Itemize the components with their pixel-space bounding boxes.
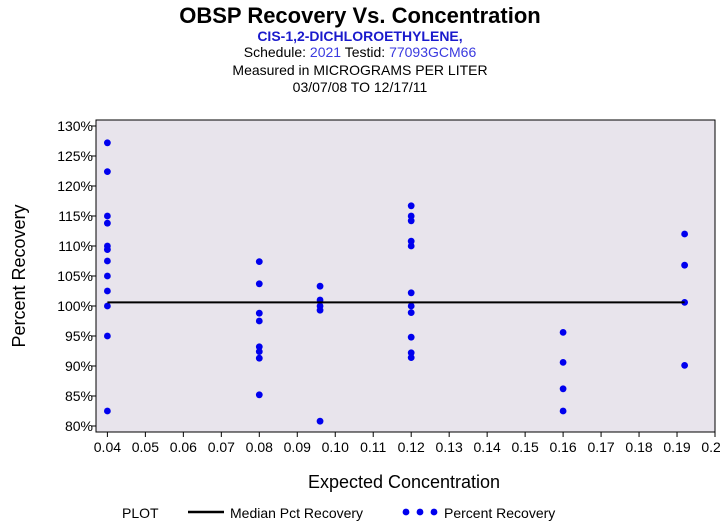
data-point	[316, 282, 324, 290]
data-point	[681, 362, 689, 369]
data-point	[255, 354, 263, 362]
data-point	[407, 354, 415, 361]
x-axis: 0.04 0.05 0.06 0.07 0.08 0.09 0.10 0.11 0.12 0.13…	[94, 432, 720, 455]
data-point	[407, 349, 415, 357]
data-point	[103, 257, 111, 265]
x-tick-label: 0.12	[398, 439, 425, 455]
x-tick-label: 0.04	[94, 439, 121, 455]
legend-median-label: Median Pct Recovery	[230, 505, 364, 521]
x-tick-label: 0.14	[474, 439, 501, 455]
y-tick-label: 85%	[65, 388, 93, 404]
chart-title: OBSP Recovery Vs. Concentration	[179, 3, 541, 28]
testid-label: Testid:	[344, 44, 386, 60]
x-tick-label: 0.07	[208, 439, 235, 455]
y-tick-label: 100%	[57, 298, 93, 314]
y-tick-label: 130%	[57, 118, 93, 134]
date-range: 03/07/08 TO 12/17/11	[292, 79, 428, 95]
legend-recovery-label: Percent Recovery	[444, 505, 556, 521]
measured-in: Measured in MICROGRAMS PER LITER	[232, 62, 488, 78]
data-point	[255, 348, 263, 355]
data-point	[407, 237, 415, 245]
legend-dot	[402, 508, 410, 516]
data-point	[255, 309, 263, 317]
data-point	[407, 289, 415, 297]
data-point	[559, 359, 567, 366]
data-point	[103, 272, 111, 280]
data-point	[559, 407, 567, 415]
y-tick-label: 110%	[58, 238, 93, 254]
data-points	[103, 139, 689, 425]
x-tick-label: 0.09	[284, 439, 311, 455]
schedule-label: Schedule:	[243, 44, 307, 60]
data-point	[103, 168, 111, 176]
data-point	[103, 287, 111, 295]
data-point	[681, 261, 689, 269]
x-tick-label: 0.15	[511, 439, 538, 455]
data-point	[407, 217, 415, 225]
x-tick-label: 0.17	[587, 439, 614, 455]
data-point	[103, 407, 111, 415]
x-tick-label: 0.13	[436, 439, 463, 455]
y-axis: 80% 85% 90% 95% 100% 105% 110% 115% 120% 125% 130%	[57, 118, 96, 434]
data-point	[103, 139, 111, 147]
x-tick-label: 0.10	[322, 439, 349, 455]
data-point	[255, 280, 263, 288]
y-tick-label: 120%	[57, 178, 93, 194]
data-point	[407, 202, 415, 210]
data-point	[255, 317, 263, 325]
x-tick-label: 0.19	[663, 439, 690, 455]
y-axis-label: Percent Recovery	[9, 204, 29, 347]
testid-value: 77093GCM66	[389, 44, 477, 60]
data-point	[407, 309, 415, 316]
y-tick-label: 95%	[65, 328, 93, 344]
legend-recovery-swatch	[402, 508, 438, 516]
schedule-value: 2021	[309, 44, 342, 60]
data-point	[316, 417, 324, 425]
data-point	[103, 219, 111, 227]
data-point	[103, 332, 111, 340]
data-point	[316, 306, 324, 314]
x-axis-label: Expected Concentration	[308, 472, 500, 492]
data-point	[407, 242, 415, 250]
y-tick-label: 115%	[58, 208, 93, 224]
x-tick-label: 0.05	[132, 439, 159, 455]
data-point	[559, 329, 567, 336]
data-point	[255, 391, 263, 399]
x-tick-label: 0.08	[246, 439, 273, 455]
plot-area	[95, 119, 716, 433]
data-point	[255, 343, 263, 351]
data-point	[407, 302, 415, 310]
data-point	[255, 258, 263, 265]
legend-dot	[416, 508, 424, 516]
data-point	[407, 212, 415, 220]
x-tick-label: 0.20	[701, 439, 720, 455]
data-point	[103, 302, 111, 310]
data-point	[103, 246, 111, 254]
y-tick-label: 125%	[57, 148, 93, 164]
data-point	[559, 385, 567, 393]
legend-plot-label: PLOT	[122, 505, 159, 521]
y-tick-label: 90%	[65, 358, 93, 374]
schedule-line: Schedule: 2021 Testid: 77093GCM66	[0, 44, 720, 60]
x-tick-label: 0.16	[549, 439, 576, 455]
x-tick-label: 0.06	[170, 439, 197, 455]
legend-dot	[430, 508, 438, 516]
y-tick-label: 105%	[57, 268, 93, 284]
data-point	[103, 212, 111, 220]
chart-subtitle: CIS-1,2-DICHLOROETHYLENE,	[257, 28, 463, 44]
x-tick-label: 0.11	[360, 439, 386, 455]
y-tick-label: 80%	[65, 418, 93, 434]
data-point	[681, 230, 689, 238]
data-point	[407, 333, 415, 341]
x-tick-label: 0.18	[625, 439, 652, 455]
